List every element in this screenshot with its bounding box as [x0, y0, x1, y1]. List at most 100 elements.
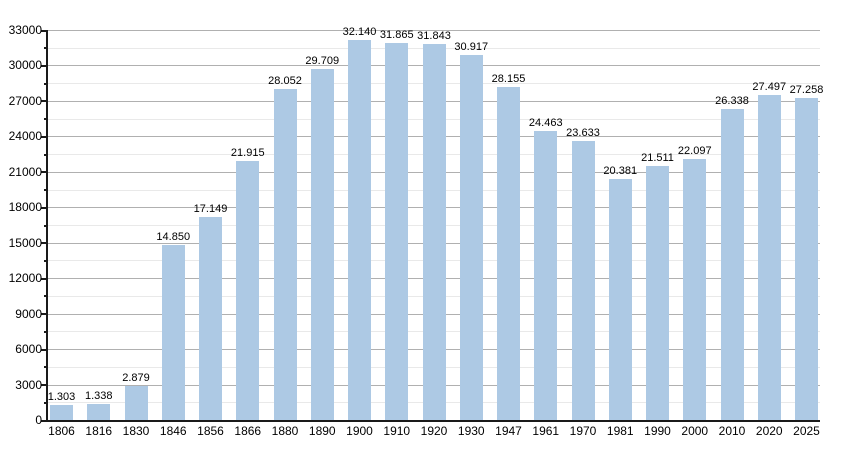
- bar: 1.338: [85, 390, 113, 420]
- y-axis-tick: [41, 135, 48, 138]
- y-axis-tick: [44, 295, 48, 298]
- y-axis-tick: [44, 189, 48, 192]
- x-axis-label: 1981: [606, 424, 634, 438]
- x-axis-label: 1816: [85, 424, 113, 438]
- x-axis-label: 1910: [383, 424, 411, 438]
- x-axis-label: 1920: [420, 424, 448, 438]
- y-axis-tick: [44, 224, 48, 227]
- bar: 31.865: [380, 29, 414, 420]
- x-axis-label: 1900: [346, 424, 373, 438]
- bar: 24.463: [529, 117, 563, 420]
- bar-value-label: 27.258: [789, 83, 824, 96]
- bar: 32.140: [343, 26, 376, 420]
- x-axis-label: 1947: [495, 424, 522, 438]
- y-axis-tick: [44, 366, 48, 369]
- plot-area: 1.303 1.338 2.879 14.850 17.149 21.915 28.052 2…: [41, 26, 823, 422]
- y-axis-tick: [41, 64, 48, 67]
- x-axis-label: 2020: [755, 424, 783, 438]
- y-axis-tick: [44, 82, 48, 85]
- bar-value-label: 29.709: [305, 54, 340, 67]
- y-axis-tick: [44, 401, 48, 404]
- y-axis-tick: [41, 277, 48, 280]
- bar: 14.850: [156, 231, 190, 420]
- y-axis-label: 30000: [8, 58, 42, 73]
- y-axis-label: 9000: [15, 306, 42, 321]
- y-axis-tick: [44, 118, 48, 121]
- bar-value-label: 24.463: [528, 116, 563, 129]
- x-axis-label: 1866: [234, 424, 262, 438]
- x-axis-label: 1856: [197, 424, 224, 438]
- bar-value-label: 23.633: [566, 126, 600, 139]
- y-axis-label: 24000: [8, 129, 42, 144]
- x-axis-label: 1806: [48, 424, 75, 438]
- y-axis-label: 3000: [15, 377, 42, 392]
- x-axis-label: 1846: [159, 424, 187, 438]
- bar-value-label: 27.497: [752, 81, 787, 93]
- y-axis-label: 27000: [8, 93, 42, 108]
- x-axis-label: 1961: [532, 424, 560, 438]
- y-axis-tick: [41, 100, 48, 103]
- y-axis-tick: [44, 153, 48, 156]
- bar: 23.633: [566, 127, 600, 420]
- bar: 26.338: [715, 95, 749, 420]
- x-axis-label: 2010: [718, 424, 746, 438]
- y-axis-tick: [41, 348, 48, 351]
- y-axis-tick: [44, 330, 48, 333]
- bar-value-label: 20.381: [603, 165, 638, 178]
- bar-value-label: 2.879: [122, 372, 150, 384]
- y-axis-label: 6000: [15, 342, 42, 357]
- bar-value-label: 1.303: [47, 390, 76, 403]
- bar: 29.709: [305, 55, 339, 420]
- bar: 22.097: [678, 145, 712, 420]
- bar-value-label: 22.097: [677, 144, 712, 157]
- bar-value-label: 28.155: [491, 73, 526, 86]
- bar-value-label: 31.865: [379, 29, 414, 42]
- bar: 17.149: [194, 203, 227, 420]
- y-axis-label: 33000: [8, 23, 42, 37]
- bar: 28.052: [268, 75, 302, 420]
- y-axis-tick: [41, 206, 48, 209]
- bar: 27.258: [790, 84, 823, 420]
- bar: 21.511: [641, 152, 674, 420]
- x-axis-label: 1890: [308, 424, 336, 438]
- bar-value-label: 28.052: [268, 74, 302, 87]
- bar: 30.917: [454, 41, 488, 420]
- bar-value-label: 21.511: [641, 151, 674, 164]
- bar-value-label: 26.338: [715, 94, 749, 107]
- bar: 28.155: [492, 73, 525, 420]
- y-axis-tick: [41, 313, 48, 316]
- y-axis-label: 21000: [8, 164, 42, 179]
- x-axis-label: 1970: [569, 424, 597, 438]
- bar: 21.915: [231, 147, 265, 420]
- y-axis-tick: [44, 259, 48, 262]
- bar: 1.303: [48, 391, 75, 420]
- y-axis-label: 12000: [8, 271, 42, 286]
- x-axis-label: 1830: [122, 424, 150, 438]
- bar: 27.497: [752, 81, 786, 420]
- bar: 31.843: [417, 30, 451, 420]
- x-axis-line: [46, 420, 820, 422]
- x-axis-label: 2000: [681, 424, 709, 438]
- bar-value-label: 14.850: [156, 230, 191, 243]
- bar-value-label: 31.843: [417, 29, 451, 42]
- y-axis-tick: [41, 419, 48, 422]
- bar-value-label: 32.140: [342, 26, 377, 39]
- bar: 20.381: [603, 165, 637, 420]
- y-axis-label: 0: [35, 413, 42, 427]
- bar-value-label: 1.338: [84, 390, 113, 403]
- x-axis-label: 1990: [644, 424, 671, 438]
- y-axis-tick: [41, 242, 48, 245]
- bar-value-label: 21.915: [230, 147, 265, 159]
- x-axis-label: 2025: [793, 424, 820, 438]
- x-axis-label: 1930: [457, 424, 485, 438]
- y-axis-tick: [41, 29, 48, 32]
- y-axis-tick: [41, 384, 48, 387]
- y-axis-label: 15000: [8, 235, 42, 250]
- bar: 2.879: [122, 372, 150, 420]
- y-axis-tick: [44, 47, 48, 50]
- y-axis-tick: [41, 171, 48, 174]
- gridline-major: [48, 30, 820, 31]
- bar-value-label: 17.149: [193, 203, 228, 216]
- x-axis-label: 1880: [271, 424, 299, 438]
